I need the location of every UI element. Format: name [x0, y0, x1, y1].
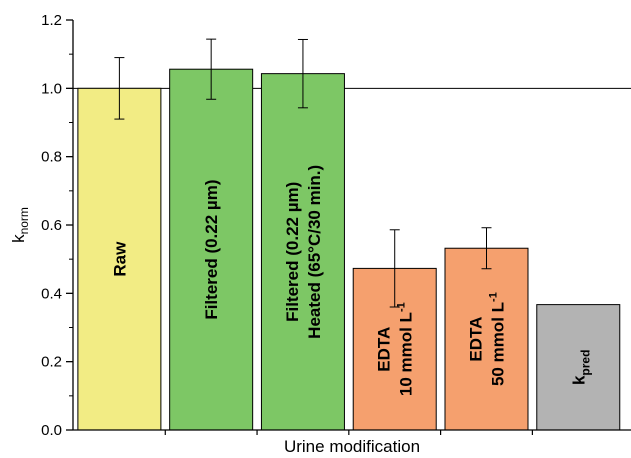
y-axis-title: knorm: [9, 207, 31, 243]
x-axis-title: Urine modification: [284, 437, 420, 456]
y-ticks: 0.0 0.2 0.4 0.6 0.8 1.0 1.2: [41, 12, 533, 439]
bar-label: Filtered (0.22 µm) Heated (65°C/30 min.): [283, 165, 324, 339]
y-tick-label: 0.2: [41, 354, 62, 371]
bar-label-line: Heated (65°C/30 min.): [305, 165, 324, 339]
bar-label-text: k: [569, 375, 588, 385]
bar-label-line: 10 mmol L-1: [396, 302, 416, 396]
y-axis-title-main: k: [9, 234, 28, 243]
bar-label-line: Raw: [110, 241, 129, 277]
error-bar: [297, 38, 308, 109]
bar-labels: Raw Filtered (0.22 µm) Filtered (0.22 µm) H…: [110, 165, 592, 396]
bar: [536, 304, 621, 431]
bar-label-text: Heated (65°C/30 min.): [305, 165, 324, 339]
bar-label-line: Filtered (0.22 µm): [283, 182, 302, 322]
bar-label-line: kpred: [569, 350, 592, 385]
error-bar: [206, 38, 217, 100]
y-tick-label: 0.4: [41, 285, 62, 302]
bar-label-text: Raw: [110, 241, 129, 277]
y-tick-label: 1.2: [41, 12, 62, 29]
error-bar: [389, 229, 400, 308]
bar: [444, 247, 529, 431]
bar-label-text: EDTA: [375, 327, 394, 372]
y-tick-label: 1.0: [41, 80, 62, 97]
y-tick-label: 0.8: [41, 149, 62, 166]
bars: [73, 38, 631, 431]
y-tick-label: 0.6: [41, 217, 62, 234]
bar-label: EDTA 50 mmol L-1: [466, 292, 507, 386]
y-tick-label: 0.0: [41, 422, 62, 439]
bar-label-line: EDTA: [466, 317, 485, 362]
bar: [260, 73, 345, 431]
bar-label-line: 50 mmol L-1: [487, 292, 507, 386]
bar-label-text: Filtered (0.22 µm): [202, 180, 221, 320]
y-axis-title-sub: norm: [17, 207, 31, 234]
error-bar: [114, 57, 125, 120]
bar-label-text: Filtered (0.22 µm): [283, 182, 302, 322]
error-bar: [481, 227, 492, 270]
bar-label-text: 50 mmol L: [488, 302, 507, 386]
bar-label-text: 10 mmol L: [397, 312, 416, 396]
bar-label: kpred: [569, 350, 592, 385]
bar-label: Filtered (0.22 µm): [202, 180, 221, 320]
bar-label-subscript: pred: [578, 350, 592, 376]
bar-label-superscript: -1: [396, 302, 408, 312]
bar-label: Raw: [110, 241, 129, 277]
bar-label-line: EDTA: [375, 327, 394, 372]
bar-label: EDTA 10 mmol L-1: [375, 302, 416, 396]
bar-label-text: EDTA: [466, 317, 485, 362]
bar-label-line: Filtered (0.22 µm): [202, 180, 221, 320]
bar-label-superscript: -1: [487, 292, 499, 302]
